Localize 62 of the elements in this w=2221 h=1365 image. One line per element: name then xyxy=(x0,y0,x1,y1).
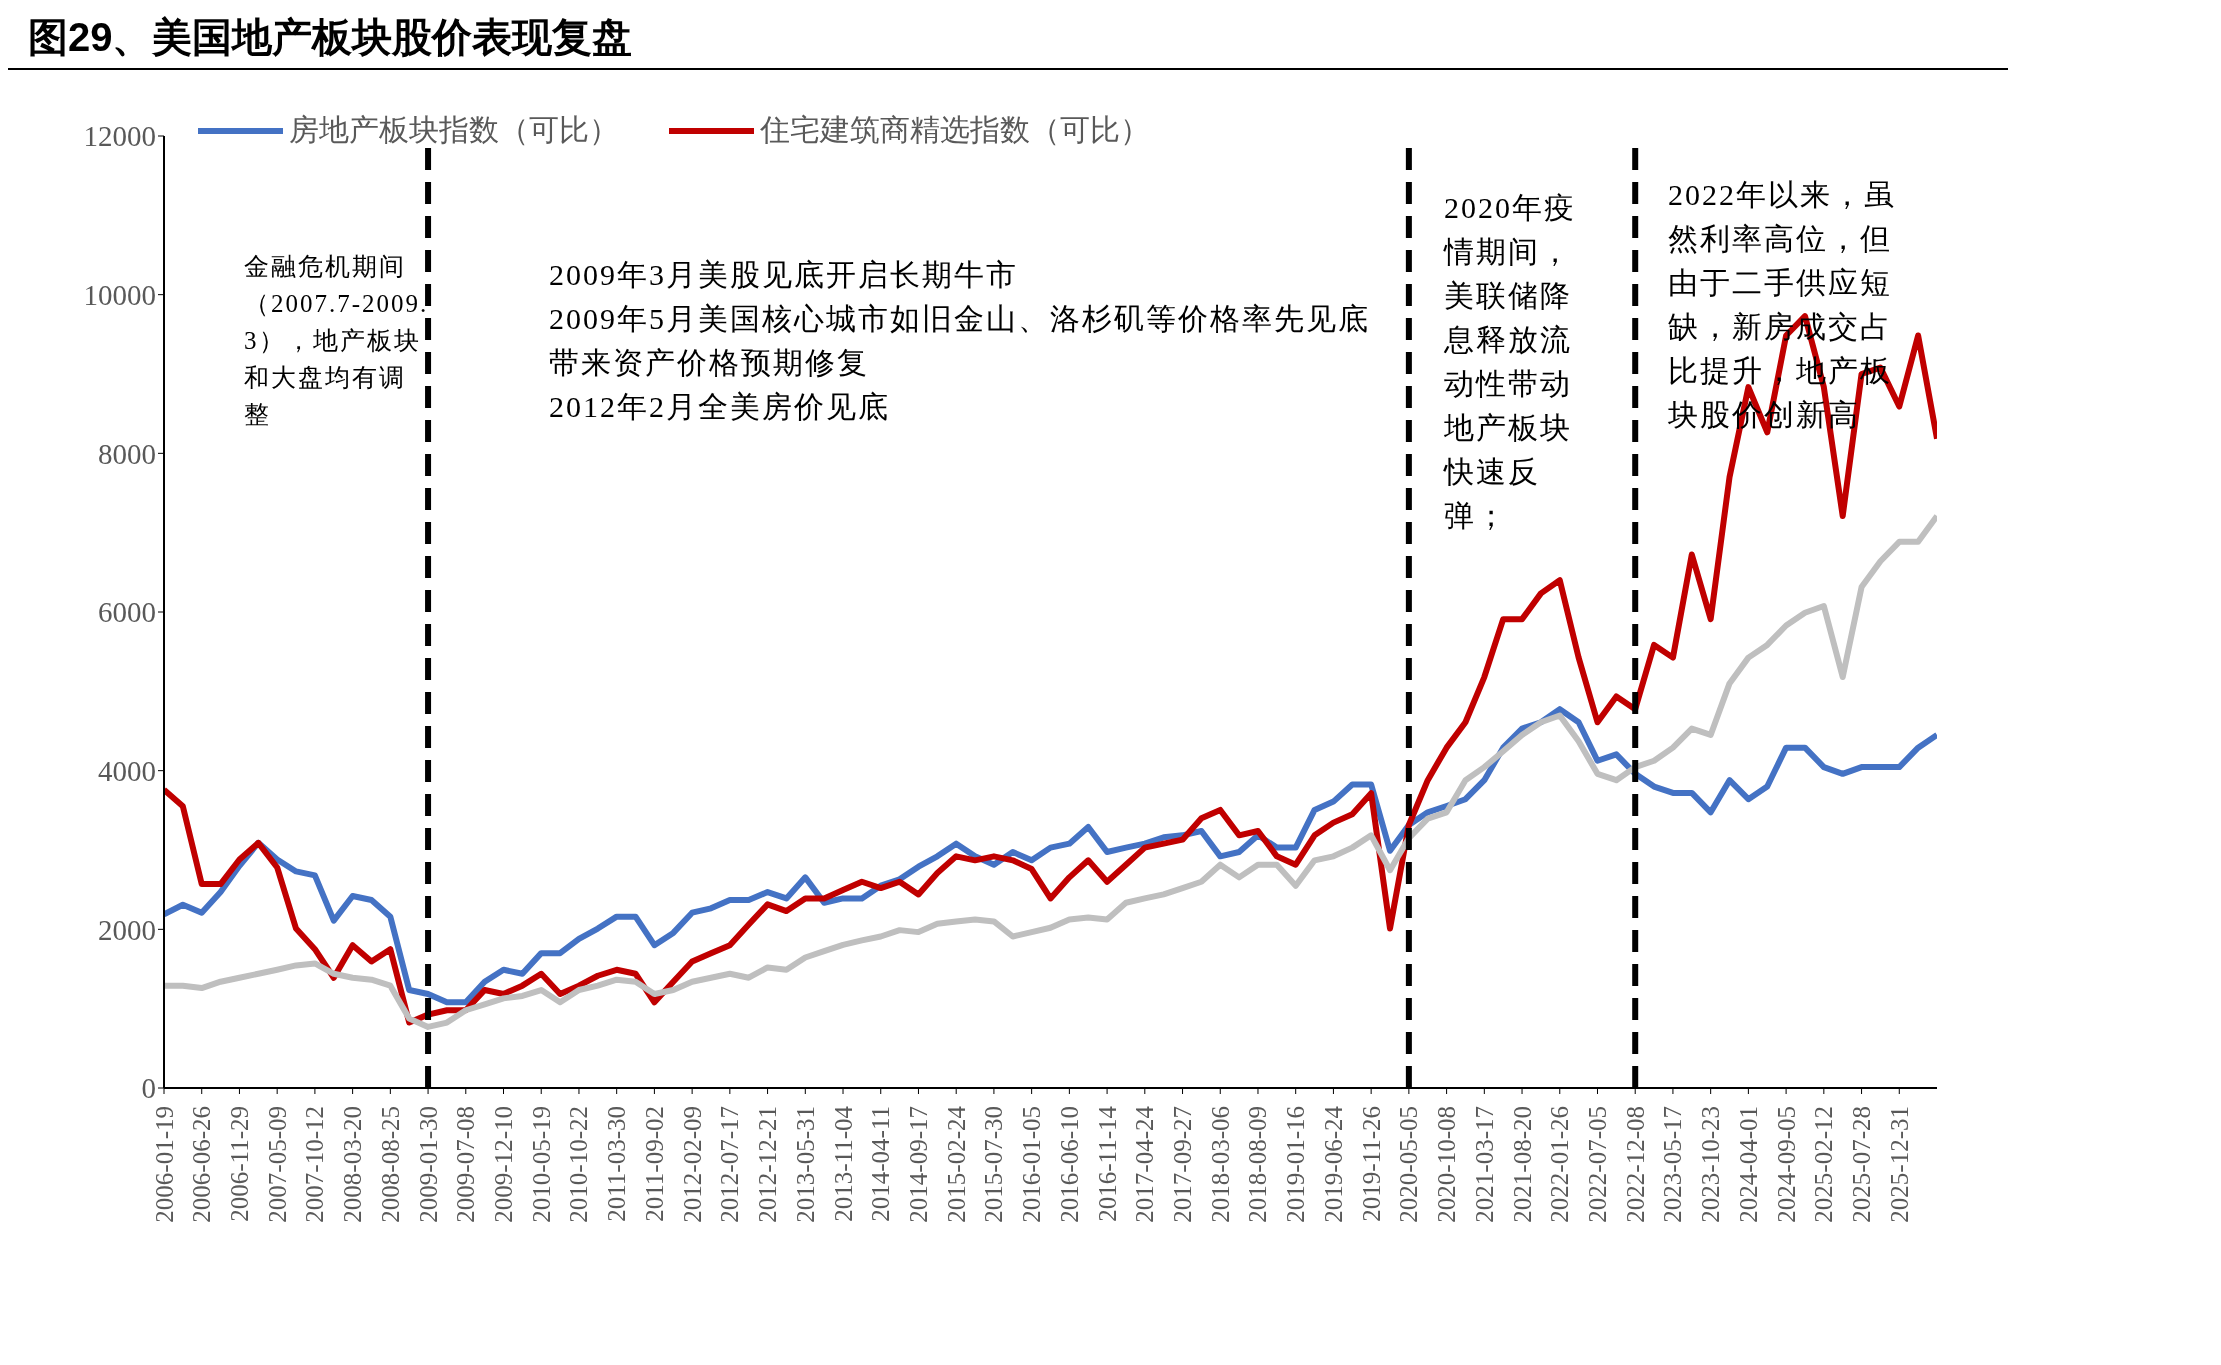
x-tick-label: 2021-03-17 xyxy=(1470,1106,1498,1223)
x-tick-label: 2011-03-30 xyxy=(603,1106,631,1222)
legend-label: 住宅建筑商精选指数（可比） xyxy=(760,112,1150,148)
x-tick-label: 2007-05-09 xyxy=(263,1106,291,1223)
x-tick-label: 2016-11-14 xyxy=(1093,1105,1121,1222)
x-tick-label: 2019-06-24 xyxy=(1319,1105,1347,1223)
x-tick-label: 2009-01-30 xyxy=(414,1106,442,1223)
x-tick-label: 2022-01-26 xyxy=(1546,1106,1574,1223)
x-tick-label: 2022-12-08 xyxy=(1621,1106,1649,1223)
x-tick-label: 2025-07-28 xyxy=(1848,1106,1876,1223)
y-tick-label: 10000 xyxy=(83,278,156,311)
x-tick-label: 2020-05-05 xyxy=(1395,1106,1423,1223)
x-tick-label: 2008-03-20 xyxy=(339,1106,367,1223)
x-tick-label: 2012-12-21 xyxy=(754,1106,782,1223)
x-tick-label: 2007-10-12 xyxy=(301,1106,329,1223)
annotation: 2012年2月全美房价见底 xyxy=(549,389,891,425)
y-tick-label: 2000 xyxy=(98,913,156,946)
x-tick-label: 2013-11-04 xyxy=(829,1105,857,1222)
x-tick-label: 2013-05-31 xyxy=(791,1106,819,1223)
x-tick-label: 2017-04-24 xyxy=(1131,1105,1159,1223)
x-tick-label: 2018-03-06 xyxy=(1206,1106,1234,1223)
annotation: 2020年疫情期间，美联储降息释放流动性带动地产板块快速反弹； xyxy=(1444,190,1577,534)
y-tick-label: 8000 xyxy=(98,437,156,470)
x-tick-label: 2015-02-24 xyxy=(942,1105,970,1223)
x-tick-label: 2025-12-31 xyxy=(1885,1106,1913,1223)
y-tick-label: 6000 xyxy=(98,596,156,629)
annotation: 2009年3月美股见底开启长期牛市 xyxy=(549,257,1019,293)
x-tick-label: 2023-10-23 xyxy=(1697,1106,1725,1223)
x-tick-label: 2025-02-12 xyxy=(1810,1106,1838,1223)
x-tick-label: 2006-01-19 xyxy=(150,1106,178,1223)
x-tick-label: 2019-11-26 xyxy=(1357,1106,1385,1222)
x-tick-label: 2021-08-20 xyxy=(1508,1106,1536,1223)
x-tick-label: 2020-10-08 xyxy=(1433,1106,1461,1223)
x-tick-label: 2011-09-02 xyxy=(640,1106,668,1222)
annotation: 2009年5月美国核心城市如旧金山、洛杉矶等价格率先见底带来资产价格预期修复 xyxy=(549,301,1371,381)
x-tick-label: 2006-06-26 xyxy=(188,1106,216,1223)
y-tick-label: 4000 xyxy=(98,754,156,787)
x-tick-label: 2016-06-10 xyxy=(1055,1106,1083,1223)
x-tick-label: 2010-10-22 xyxy=(565,1106,593,1223)
x-tick-label: 2016-01-05 xyxy=(1018,1106,1046,1223)
x-tick-label: 2009-07-08 xyxy=(452,1106,480,1223)
x-tick-label: 2019-01-16 xyxy=(1282,1106,1310,1223)
y-tick-label: 0 xyxy=(141,1072,156,1105)
x-tick-label: 2023-05-17 xyxy=(1659,1106,1687,1223)
x-tick-label: 2017-09-27 xyxy=(1169,1106,1197,1223)
x-tick-label: 2018-08-09 xyxy=(1244,1106,1272,1223)
chart-title: 图29、美国地产板块股价表现复盘 xyxy=(28,14,633,61)
x-tick-label: 2022-07-05 xyxy=(1583,1106,1611,1223)
x-tick-label: 2014-09-17 xyxy=(904,1106,932,1223)
annotation: 金融危机期间（2007.7-2009.3），地产板块和大盘均有调整 xyxy=(244,252,430,430)
x-tick-label: 2008-08-25 xyxy=(376,1106,404,1223)
x-tick-label: 2010-05-19 xyxy=(527,1106,555,1223)
x-tick-label: 2006-11-29 xyxy=(225,1106,253,1222)
x-tick-label: 2024-04-01 xyxy=(1734,1106,1762,1223)
y-tick-label: 12000 xyxy=(83,120,156,153)
x-tick-label: 2014-04-11 xyxy=(867,1106,895,1222)
x-tick-label: 2015-07-30 xyxy=(980,1106,1008,1223)
x-tick-label: 2012-07-17 xyxy=(716,1106,744,1223)
x-tick-label: 2009-12-10 xyxy=(490,1106,518,1223)
legend-label: 房地产板块指数（可比） xyxy=(289,112,619,148)
x-tick-label: 2012-02-09 xyxy=(678,1106,706,1223)
x-tick-label: 2024-09-05 xyxy=(1772,1106,1800,1223)
